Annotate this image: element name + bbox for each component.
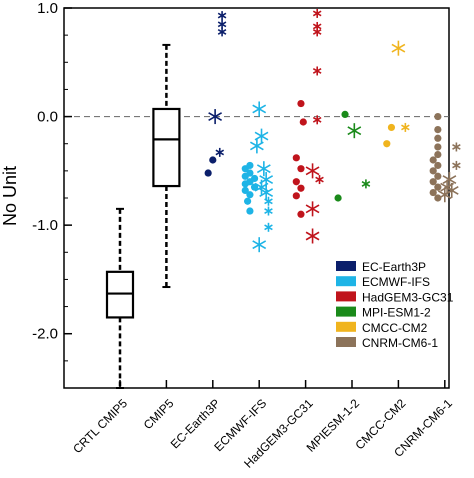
asterisk-point: [312, 8, 322, 18]
legend-label: HadGEM3-GC31: [362, 290, 454, 304]
dot-point: [246, 207, 254, 215]
asterisk-point: [259, 185, 274, 201]
x-category-label: CRTL CMIP5: [70, 396, 130, 456]
dot-point: [434, 172, 442, 180]
dot-point: [250, 183, 259, 191]
dot-point: [292, 154, 300, 162]
dot-point: [297, 99, 305, 108]
asterisk-point: [401, 122, 410, 132]
asterisk-point: [312, 66, 322, 76]
legend-swatch: [336, 276, 356, 287]
model-group: [429, 112, 461, 203]
asterisk-point: [315, 175, 324, 185]
asterisk-point: [215, 147, 225, 157]
dot-point: [246, 161, 254, 170]
asterisk-point: [252, 101, 267, 117]
dot-point: [387, 123, 396, 132]
y-tick-label: -2.0: [32, 326, 58, 343]
dot-point: [434, 134, 442, 142]
model-group: [204, 11, 227, 177]
asterisk-point: [264, 206, 273, 216]
dot-point: [434, 183, 442, 191]
asterisk-point: [252, 237, 267, 253]
dot-point: [241, 186, 249, 194]
dot-point: [429, 188, 437, 197]
asterisk-point: [391, 40, 406, 56]
asterisk-point: [217, 27, 227, 37]
asterisk-point: [305, 228, 320, 244]
boxplot: [152, 43, 181, 289]
dot-point: [297, 184, 305, 192]
legend-label: EC-Earth3P: [362, 260, 426, 274]
legend-label: ECMWF-IFS: [362, 275, 430, 289]
box-iqr: [152, 107, 181, 188]
asterisk-point: [347, 123, 362, 139]
asterisk-point: [361, 179, 371, 189]
asterisk-point: [249, 138, 264, 154]
y-axis-title: No Unit: [0, 166, 20, 226]
y-tick-label: 1.0: [37, 0, 58, 17]
dot-point: [434, 112, 442, 121]
asterisk-point: [452, 142, 461, 152]
dot-point: [297, 210, 305, 218]
dot-point: [429, 156, 437, 164]
legend-swatch: [336, 291, 356, 302]
legend-swatch: [336, 321, 356, 332]
legend-swatch: [336, 337, 356, 347]
dot-point: [383, 140, 391, 148]
dot-point: [341, 110, 349, 118]
model-group: [241, 101, 274, 253]
dot-point: [244, 197, 252, 205]
asterisk-point: [217, 11, 227, 21]
legend-swatch: [336, 306, 356, 317]
asterisk-point: [452, 160, 461, 170]
asterisk-point: [208, 109, 223, 125]
dot-point: [204, 169, 212, 177]
dot-point: [434, 126, 442, 134]
asterisk-point: [312, 115, 322, 125]
legend-label: CMCC-CM2: [362, 321, 428, 335]
dot-point: [434, 143, 442, 151]
dot-point: [246, 169, 254, 177]
dot-point: [297, 165, 305, 173]
dot-point: [299, 118, 307, 126]
dot-point: [434, 161, 442, 170]
legend-swatch: [336, 261, 356, 271]
dot-point: [334, 194, 342, 202]
dot-point: [246, 191, 254, 199]
dot-point: [434, 194, 442, 202]
dot-point: [429, 167, 437, 175]
x-category-label: CMIP5: [141, 396, 177, 432]
asterisk-point: [305, 163, 320, 179]
dot-point: [209, 156, 217, 164]
asterisk-point: [264, 222, 273, 232]
asterisk-point: [305, 201, 320, 217]
y-tick-label: -1.0: [32, 217, 58, 234]
asterisk-point: [437, 187, 452, 203]
model-group: [292, 8, 324, 244]
legend-label: MPI-ESM1-2: [362, 306, 431, 320]
asterisk-point: [264, 196, 273, 206]
asterisk-point: [217, 19, 227, 29]
asterisk-point: [312, 27, 322, 37]
dot-point: [292, 178, 300, 186]
y-tick-label: 0.0: [37, 109, 58, 126]
legend-label: CNRM-CM6-1: [362, 336, 438, 350]
dot-point: [250, 174, 259, 183]
asterisk-point: [256, 161, 271, 177]
dot-point: [429, 178, 437, 186]
model-group: [383, 40, 410, 148]
boxplot: [105, 207, 135, 389]
model-group: [334, 110, 371, 202]
dot-point: [434, 150, 442, 159]
asterisk-point: [442, 172, 457, 188]
dot-point: [292, 192, 300, 200]
